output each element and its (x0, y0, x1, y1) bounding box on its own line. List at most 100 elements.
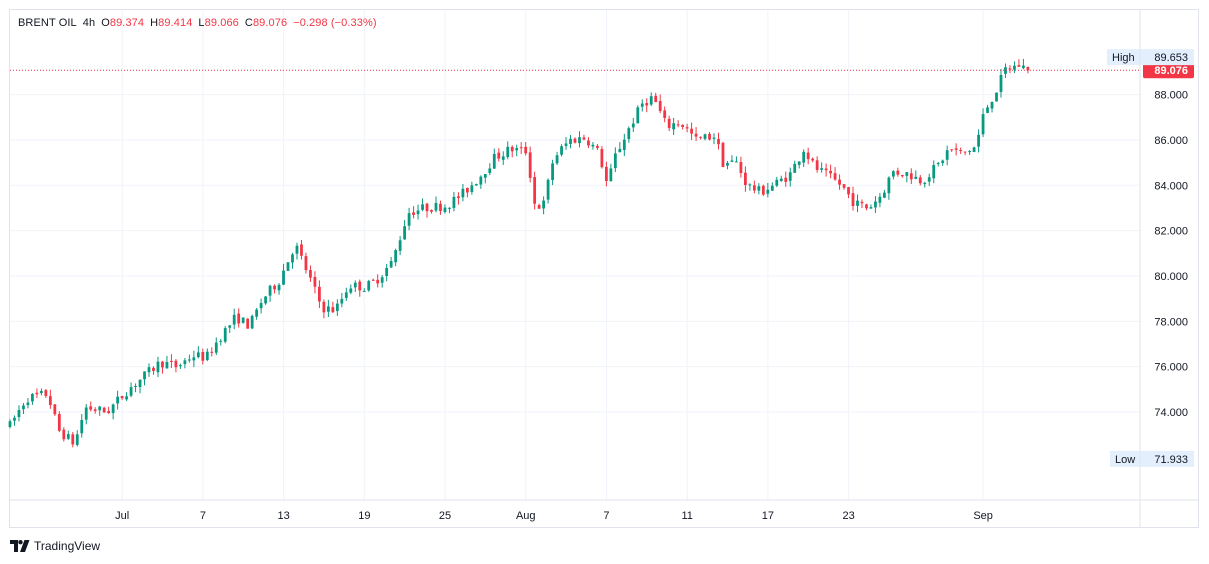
candle-body (179, 365, 182, 367)
candle-body (515, 148, 519, 151)
candle-up (483, 173, 487, 184)
candle-up (448, 207, 451, 214)
grid-lines (10, 10, 1140, 500)
candle-body (533, 177, 537, 204)
candle-body (752, 185, 756, 191)
tradingview-brand[interactable]: TradingView (10, 539, 100, 553)
candle-body (941, 160, 945, 164)
time-tick-label: 13 (277, 510, 289, 522)
chart-frame (9, 9, 1199, 528)
candle-body (936, 162, 940, 164)
candle-body (129, 387, 133, 396)
time-tick-label: Jul (115, 510, 129, 522)
candle-up (986, 104, 989, 114)
candle-up (730, 155, 734, 163)
candle-body (770, 185, 774, 191)
candle-down (48, 389, 52, 409)
candle-body (201, 352, 205, 361)
candle-up (295, 242, 299, 260)
candle-up (268, 284, 272, 302)
candle-down (93, 407, 97, 414)
candle-down (744, 166, 747, 192)
symbol-name[interactable]: BRENT OIL (18, 17, 77, 29)
interval-label[interactable]: 4h (82, 17, 96, 29)
candle-up (340, 292, 344, 308)
candle-down (510, 145, 514, 158)
candle-body (631, 123, 635, 128)
candle-body (457, 196, 460, 199)
candle-body (806, 152, 810, 160)
candle-body (694, 133, 698, 137)
time-tick-label: 17 (762, 510, 774, 522)
candle-body (587, 140, 590, 146)
candle-body (945, 150, 949, 160)
candle-up (775, 176, 779, 188)
candle-body (883, 192, 886, 198)
candle-up (932, 160, 936, 184)
candle-body (111, 404, 115, 414)
candle-body (322, 301, 326, 313)
candle-up (977, 129, 980, 153)
candle-down (950, 149, 954, 152)
candle-body (847, 187, 850, 195)
candle-body (555, 155, 559, 164)
candle-body (793, 163, 797, 173)
candle-up (75, 430, 79, 447)
candle-body (403, 226, 406, 240)
candle-body (995, 92, 998, 102)
candle-body (681, 124, 685, 127)
open-value: 89.374 (109, 17, 145, 29)
candle-up (147, 363, 151, 377)
candle-body (84, 407, 88, 420)
candle-up (80, 414, 84, 438)
candle-body (291, 254, 294, 263)
candle-up (905, 171, 909, 183)
candle-body (761, 185, 765, 195)
candle-up (914, 170, 918, 180)
candle-up (672, 117, 676, 136)
candle-body (838, 179, 841, 185)
candle-body (71, 434, 75, 445)
candle-up (981, 108, 985, 137)
candle-up (349, 284, 353, 295)
candle-down (533, 171, 537, 210)
candle-down (752, 180, 756, 194)
candle-body (93, 409, 97, 412)
candle-down (107, 406, 111, 414)
candle-down (587, 137, 590, 148)
candle-body (461, 188, 465, 198)
candle-body (165, 361, 169, 369)
candle-up (613, 147, 617, 173)
candle-up (735, 156, 738, 163)
candle-body (923, 182, 927, 185)
candle-up (1022, 58, 1025, 70)
candle-up (999, 68, 1003, 98)
candle-up (878, 192, 882, 208)
price-axis[interactable]: 74.000 76.000 78.000 80.000 82.000 84.000 86.0… (1139, 10, 1188, 527)
candle-body (622, 139, 626, 150)
candle-body (407, 213, 411, 226)
candle-down (152, 366, 155, 375)
candle-body (385, 267, 389, 277)
candle-up (515, 144, 519, 157)
candle-up (223, 326, 227, 344)
candle-body (744, 172, 747, 186)
candle-body (138, 379, 142, 388)
candle-body (712, 137, 716, 139)
candle-up (640, 99, 644, 112)
candle-up (192, 350, 196, 368)
time-axis[interactable]: Jul 7 13 19 25 Aug 7 11 17 23 Sep (10, 499, 1199, 522)
candle-body (1017, 65, 1021, 67)
candle-body (443, 207, 447, 213)
brand-name: TradingView (34, 539, 101, 553)
candle-body (273, 285, 276, 290)
candle-body (282, 270, 285, 285)
candle-up (891, 170, 895, 180)
candle-body (412, 212, 415, 216)
candle-up (636, 105, 640, 124)
last-price-label: 89.076 (1154, 65, 1188, 77)
candle-down (959, 147, 963, 154)
candle-body (1022, 65, 1025, 69)
price-tick-label: 80.000 (1154, 271, 1188, 283)
